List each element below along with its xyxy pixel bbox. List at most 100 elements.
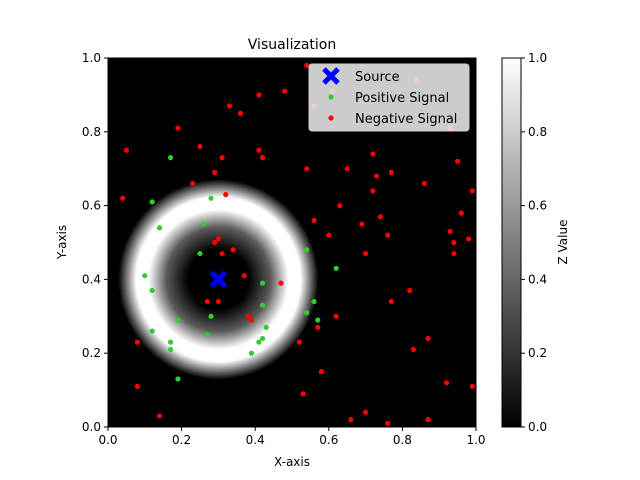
- x-tick-label-0: 0.0: [98, 433, 117, 447]
- positive-signal-point-21: [304, 247, 310, 253]
- legend: Source Positive Signal Negative Signal: [308, 63, 470, 132]
- legend-label-source: Source: [355, 70, 400, 85]
- negative-signal-point-51: [333, 313, 339, 319]
- negative-signal-point-15: [455, 158, 461, 164]
- positive-signal-point-20: [248, 350, 255, 356]
- positive-signal-point-10: [204, 332, 210, 338]
- colorbar-tick-label-3: 0.6: [528, 199, 547, 213]
- positive-signal-point-18: [259, 335, 266, 342]
- positive-signal-point-16: [259, 302, 266, 308]
- negative-signal-point-33: [385, 232, 391, 238]
- negative-signal-point-25: [370, 188, 376, 194]
- negative-signal-point-40: [212, 239, 218, 246]
- negative-signal-point-13: [123, 147, 129, 153]
- negative-signal-point-43: [241, 273, 247, 279]
- positive-signal-point-22: [304, 310, 310, 316]
- positive-signal-point-11: [167, 339, 174, 345]
- scatter-points: [120, 62, 475, 426]
- negative-signal-point-48: [215, 298, 221, 305]
- positive-signal-point-5: [197, 250, 203, 257]
- legend-marker-negative: [328, 115, 334, 121]
- colorbar-ticks: 0.0 0.2 0.4 0.6 0.8 1.0: [521, 51, 547, 434]
- negative-signal-point-61: [300, 391, 306, 397]
- negative-signal-point-29: [458, 210, 464, 216]
- positive-signal-point-12: [167, 346, 174, 353]
- y-tick-label-2: 0.4: [82, 272, 101, 286]
- negative-signal-point-34: [447, 228, 453, 235]
- colorbar-tick-label-1: 0.2: [528, 346, 547, 360]
- negative-signal-point-0: [304, 62, 310, 68]
- negative-signal-point-17: [344, 166, 350, 172]
- colorbar-tick-label-5: 1.0: [528, 51, 547, 65]
- negative-signal-point-63: [363, 409, 369, 415]
- x-axis: 0.0 0.2 0.4 0.6 0.8 1.0: [98, 427, 486, 447]
- negative-signal-point-31: [311, 217, 317, 223]
- positive-signal-point-6: [142, 273, 148, 279]
- plot-frame: [107, 57, 477, 428]
- negative-signal-point-64: [348, 417, 354, 423]
- negative-signal-point-55: [134, 339, 141, 345]
- negative-signal-point-24: [223, 191, 229, 198]
- negative-signal-point-28: [377, 214, 383, 220]
- negative-signal-point-26: [120, 195, 126, 201]
- negative-signal-point-44: [278, 280, 284, 286]
- negative-signal-point-22: [190, 180, 196, 187]
- negative-signal-point-12: [259, 155, 266, 161]
- negative-signal-point-36: [451, 239, 457, 246]
- negative-signal-point-10: [197, 143, 203, 150]
- positive-signal-point-8: [175, 317, 181, 323]
- negative-signal-point-57: [318, 369, 325, 375]
- negative-signal-point-58: [134, 383, 141, 390]
- x-tick-label-1: 0.2: [172, 433, 191, 447]
- negative-signal-point-46: [388, 298, 394, 305]
- positive-signal-point-7: [149, 287, 155, 294]
- negative-signal-point-19: [374, 173, 380, 179]
- positive-signal-point-2: [156, 225, 163, 231]
- positive-signal-point-3: [208, 195, 214, 201]
- positive-signal-point-15: [259, 280, 266, 286]
- x-tick-label-2: 0.4: [246, 433, 265, 447]
- negative-signal-point-11: [256, 147, 262, 153]
- positive-signal-point-17: [263, 324, 269, 330]
- positive-signal-point-25: [315, 317, 321, 323]
- negative-signal-point-8: [175, 125, 181, 131]
- colorbar-label: Z Value: [556, 220, 570, 265]
- negative-signal-point-38: [363, 250, 369, 257]
- colorbar-tick-label-4: 0.8: [528, 125, 547, 139]
- legend-marker-source: [322, 67, 340, 85]
- source-marker: [209, 270, 228, 289]
- negative-signal-point-4: [256, 92, 262, 98]
- x-axis-label: X-axis: [274, 455, 310, 469]
- negative-signal-point-30: [359, 221, 365, 227]
- positive-signal-point-0: [167, 155, 174, 161]
- negative-signal-point-60: [469, 383, 475, 390]
- x-tick-label-4: 0.8: [393, 433, 412, 447]
- negative-signal-point-47: [204, 298, 210, 305]
- negative-signal-point-14: [219, 155, 225, 161]
- chart-title: Visualization: [248, 37, 336, 53]
- colorbar-tick-label-0: 0.0: [528, 420, 547, 434]
- positive-signal-point-23: [311, 298, 317, 305]
- negative-signal-point-53: [296, 339, 302, 345]
- negative-signal-point-54: [425, 335, 431, 342]
- positive-signal-point-14: [149, 328, 155, 334]
- y-tick-label-4: 0.8: [82, 125, 101, 139]
- negative-signal-point-20: [388, 169, 394, 175]
- negative-signal-point-65: [425, 417, 431, 423]
- negative-signal-point-32: [326, 232, 332, 238]
- legend-label-positive: Positive Signal: [355, 91, 449, 106]
- negative-signal-point-62: [156, 413, 163, 419]
- y-tick-label-1: 0.2: [82, 346, 101, 360]
- positive-signal-point-24: [333, 265, 339, 271]
- y-axis-label: Y-axis: [55, 225, 69, 260]
- negative-signal-point-21: [212, 169, 218, 175]
- colorbar-gradient-bar: [501, 57, 522, 428]
- negative-signal-point-18: [304, 166, 310, 172]
- negative-signal-point-37: [451, 250, 457, 257]
- y-tick-label-0: 0.0: [82, 420, 101, 434]
- x-tick-label-3: 0.6: [319, 433, 338, 447]
- negative-signal-point-56: [410, 346, 417, 353]
- negative-signal-point-49: [245, 313, 251, 319]
- y-tick-label-3: 0.6: [82, 199, 101, 213]
